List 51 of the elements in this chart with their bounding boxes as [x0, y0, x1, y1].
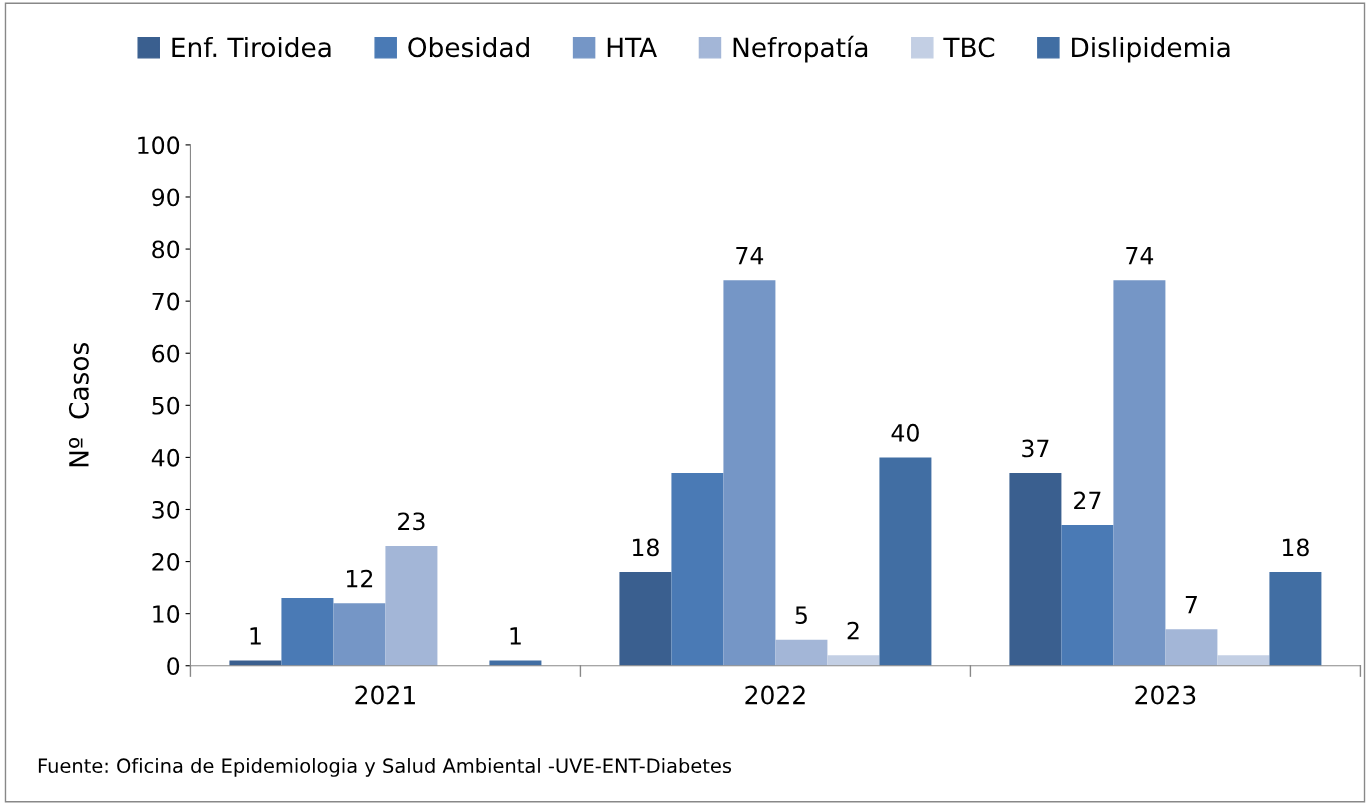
bar [827, 655, 880, 666]
y-tick-label: 10 [153, 605, 180, 623]
y-tick-label: 70 [152, 292, 180, 311]
source-note: Fuente: Oficina de Epidemiologia y Salud Ambiental -UVE-ENT-Diabetes [38, 758, 732, 777]
y-tick-label: 20 [152, 553, 180, 571]
legend-label: TBC [943, 37, 995, 58]
bar [1217, 655, 1270, 666]
data-label: 40 [891, 423, 919, 442]
data-label: 18 [632, 538, 659, 557]
data-label: 74 [1126, 247, 1154, 265]
bar [1061, 525, 1114, 666]
bar [385, 545, 438, 666]
legend-label: Nefropatía [733, 35, 868, 63]
bar [281, 598, 334, 666]
data-label: 37 [1022, 439, 1049, 458]
y-tick-label: 80 [152, 240, 180, 259]
bar [1113, 280, 1166, 666]
data-label: 27 [1074, 491, 1101, 510]
x-tick-label: 2023 [1135, 685, 1196, 705]
y-tick-label: 90 [152, 188, 180, 207]
y-tick-label: 40 [151, 448, 180, 467]
data-label: 18 [1282, 538, 1309, 557]
bar [1009, 473, 1062, 666]
bar [1165, 629, 1218, 666]
legend-label: Dislipidemia [1072, 36, 1230, 63]
data-label: 74 [736, 247, 764, 265]
y-tick-label: 60 [152, 344, 180, 363]
y-tick-label: 0 [167, 657, 180, 676]
data-label: 5 [795, 606, 807, 625]
bar [619, 571, 672, 666]
data-label: 1 [510, 627, 521, 645]
y-tick-label: 30 [152, 500, 180, 519]
data-label: 23 [398, 512, 425, 531]
legend-label: Enf. Tiroidea [172, 36, 331, 58]
bar [775, 639, 828, 666]
y-tick-label: 100 [138, 136, 180, 155]
legend-label: Obesidad [408, 36, 529, 58]
y-tick-label: 50 [152, 396, 180, 415]
bar [723, 280, 776, 666]
x-tick-label: 2022 [745, 685, 805, 705]
x-tick-label: 2021 [355, 685, 415, 705]
data-label: 1 [250, 627, 261, 645]
legend-label: HTA [607, 37, 657, 57]
bar [671, 473, 724, 666]
data-label: 2 [847, 621, 859, 640]
bar [1269, 571, 1322, 666]
y-axis-title: Nº Casos [68, 343, 89, 467]
data-label: 12 [347, 569, 373, 588]
data-label: 7 [1185, 596, 1197, 614]
bar [333, 603, 386, 666]
bar [879, 457, 932, 666]
